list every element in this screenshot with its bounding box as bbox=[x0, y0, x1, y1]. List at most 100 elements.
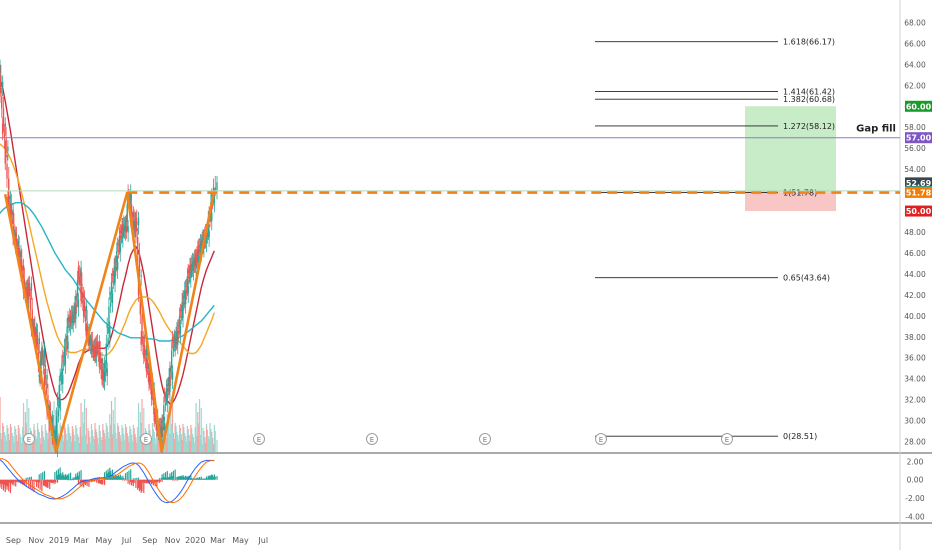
candle-body bbox=[205, 235, 208, 243]
volume-bar bbox=[56, 397, 59, 452]
candle-body bbox=[66, 326, 68, 341]
candle-body bbox=[185, 290, 188, 294]
candle-body bbox=[190, 270, 192, 279]
macd-histogram-bar bbox=[53, 479, 55, 483]
candle-body bbox=[88, 338, 90, 345]
volume-bar bbox=[48, 423, 50, 452]
macd-histogram-bar bbox=[32, 479, 34, 481]
macd-histogram-bar bbox=[179, 477, 181, 480]
macd-histogram-bar bbox=[159, 479, 161, 482]
macd-histogram-bar bbox=[157, 479, 160, 482]
macd-histogram-bar bbox=[3, 479, 5, 485]
macd-histogram-bar bbox=[88, 479, 90, 487]
macd-histogram-bar bbox=[153, 479, 155, 482]
volume-bar bbox=[78, 443, 80, 452]
macd-histogram-bar bbox=[31, 479, 33, 491]
volume-bar bbox=[213, 425, 215, 452]
macd-histogram-bar bbox=[171, 472, 173, 480]
candle-body bbox=[67, 317, 69, 322]
macd-histogram-bar bbox=[174, 469, 176, 480]
candle-body bbox=[74, 304, 76, 314]
earnings-marker-icon bbox=[479, 433, 491, 445]
candle-body bbox=[93, 350, 95, 354]
candle-body bbox=[152, 399, 155, 405]
candle-body bbox=[131, 220, 134, 222]
macd-histogram-bar bbox=[191, 478, 194, 480]
macd-histogram-bar bbox=[49, 479, 52, 483]
candle-body bbox=[198, 249, 201, 253]
y-tick-label: 46.00 bbox=[904, 249, 926, 258]
macd-histogram-bar bbox=[137, 479, 140, 488]
candle-body bbox=[134, 221, 136, 228]
candle-body bbox=[160, 426, 162, 435]
macd-histogram-bar bbox=[144, 479, 146, 483]
volume-bar bbox=[28, 441, 30, 452]
volume-bar bbox=[205, 443, 207, 452]
volume-bar bbox=[202, 428, 204, 452]
macd-histogram-bar bbox=[175, 479, 177, 481]
candle-body bbox=[192, 259, 195, 264]
candle-body bbox=[89, 335, 91, 345]
candle-body bbox=[132, 225, 135, 228]
volume-bar bbox=[95, 429, 97, 452]
candle-body bbox=[62, 356, 64, 358]
price-badge bbox=[905, 100, 932, 112]
candle-body bbox=[28, 287, 31, 291]
x-tick-label: Nov bbox=[165, 536, 181, 545]
x-axis[interactable]: Sep Nov 2019 Mar May Jul Sep Nov 2020 Mar May Jul bbox=[6, 536, 268, 545]
fib-level-label: 1.414(61.42) bbox=[783, 87, 835, 96]
macd-histogram-bar bbox=[191, 478, 193, 480]
macd-histogram-bar bbox=[168, 476, 170, 480]
position-tool[interactable] bbox=[745, 106, 836, 212]
macd-histogram-bar bbox=[86, 479, 88, 486]
volume-bar bbox=[110, 401, 113, 452]
candle-body bbox=[196, 257, 198, 263]
volume-bar bbox=[39, 438, 41, 452]
candle-body bbox=[31, 309, 33, 328]
earnings-marker-label: E bbox=[27, 436, 31, 444]
volume-bar bbox=[189, 441, 191, 452]
macd-histogram-bar bbox=[54, 472, 56, 480]
macd-histogram-bar bbox=[182, 477, 184, 480]
y-tick-label: 68.00 bbox=[904, 18, 926, 27]
volume-bar bbox=[31, 437, 33, 452]
macd-histogram-bar bbox=[212, 476, 215, 480]
macd-histogram-bar bbox=[208, 476, 210, 480]
candle-body bbox=[92, 349, 94, 352]
volume-bar bbox=[35, 436, 37, 452]
price-badge-label: 57.00 bbox=[906, 134, 932, 143]
earnings-marker-label: E bbox=[725, 436, 729, 444]
volume-bar bbox=[166, 414, 168, 452]
volume-bar bbox=[99, 431, 101, 452]
candle-body bbox=[34, 327, 36, 336]
candle-body bbox=[6, 163, 8, 179]
y-tick-label: 56.00 bbox=[904, 144, 926, 153]
macd-histogram-bar bbox=[113, 476, 115, 480]
candle-body bbox=[200, 240, 202, 245]
fib-level-label: 0(28.51) bbox=[783, 432, 817, 441]
candle-body bbox=[104, 371, 107, 376]
candle-body bbox=[109, 293, 111, 295]
pattern-lines[interactable]: Gap fill bbox=[0, 124, 900, 453]
volume-bar bbox=[206, 430, 208, 452]
candle-body bbox=[58, 384, 60, 399]
candle-body bbox=[174, 338, 176, 340]
candle-body bbox=[175, 338, 177, 345]
macd-histogram-bar bbox=[124, 479, 126, 481]
candle-body bbox=[138, 254, 141, 277]
macd-histogram-bar bbox=[97, 479, 100, 484]
macd-line bbox=[0, 459, 215, 504]
candle-body bbox=[48, 406, 51, 411]
volume-bar bbox=[158, 443, 161, 452]
macd-histogram-bar bbox=[56, 479, 59, 483]
volume-bar bbox=[154, 438, 156, 452]
candle-body bbox=[62, 363, 65, 365]
candle-body bbox=[136, 221, 138, 226]
candle-body bbox=[83, 301, 86, 312]
candle-body bbox=[191, 261, 194, 268]
macd-tick-label: -2.00 bbox=[905, 494, 925, 503]
macd-histogram-bar bbox=[140, 479, 142, 493]
candle-body bbox=[146, 358, 148, 369]
volume-bar bbox=[38, 435, 40, 452]
